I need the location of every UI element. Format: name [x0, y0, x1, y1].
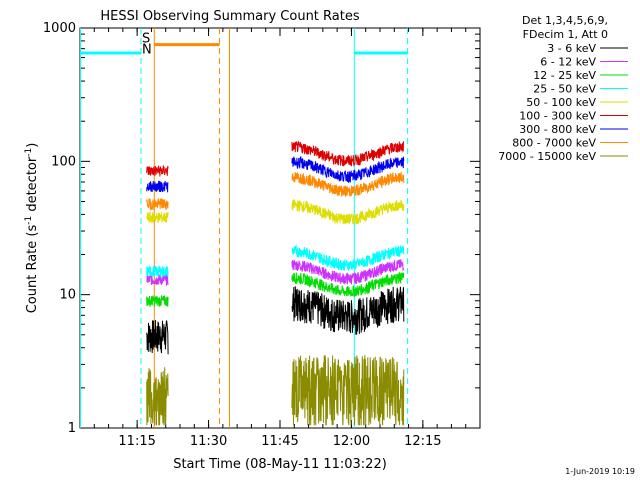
series-trace [146, 265, 169, 278]
series-trace [291, 286, 405, 335]
plot-frame [79, 27, 481, 429]
y-axis-title-part-3: ) [25, 143, 40, 148]
legend-label-5: 100 - 300 keV [519, 110, 596, 123]
series-trace [291, 171, 405, 197]
series-trace [291, 198, 405, 225]
legend-label-1: 6 - 12 keV [540, 56, 596, 69]
legend-label-0: 3 - 6 keV [547, 42, 596, 55]
y-tick-label-0: 1 [68, 421, 76, 436]
series-trace [291, 272, 405, 297]
x-tick-label-2: 11:45 [261, 434, 298, 449]
series-trace [146, 295, 169, 307]
y-axis-title-sup-1: -1 [24, 216, 34, 225]
legend-header-2: FDecim 1, Att 0 [523, 28, 608, 41]
series-trace [146, 180, 169, 193]
legend-label-8: 7000 - 15000 keV [498, 150, 596, 163]
x-tick-label-1: 11:30 [190, 434, 227, 449]
series-trace [291, 355, 405, 426]
s-marker-label: S [142, 32, 150, 47]
series-lines [146, 140, 405, 426]
legend-label-2: 12 - 25 keV [533, 69, 596, 82]
series-trace [291, 244, 405, 272]
legend-label-4: 50 - 100 keV [526, 96, 596, 109]
y-axis-title-part-1: Count Rate (s [25, 225, 40, 314]
series-trace [146, 211, 169, 224]
y-tick-label-2: 100 [51, 154, 76, 169]
y-axis-title-part-2: detector [25, 156, 40, 216]
y-axis-title-sup-2: -1 [24, 148, 34, 157]
y-axis-title: Count Rate (s-1 detector-1) [24, 143, 40, 314]
series-trace [146, 165, 169, 177]
series-trace [146, 319, 169, 355]
n-marker-label: N [142, 43, 152, 58]
series-trace [146, 197, 169, 210]
time-markers [79, 28, 409, 428]
series-trace [291, 155, 405, 184]
x-tick-label-4: 12:15 [404, 434, 441, 449]
x-tick-label-0: 11:15 [118, 434, 155, 449]
legend-header-1: Det 1,3,4,5,6,9, [522, 14, 608, 27]
axis-ticks: 11:15 11:30 11:45 12:00 12:15 1 10 100 1000 [43, 21, 481, 449]
y-tick-label-3: 1000 [43, 21, 76, 36]
chart-title: HESSI Observing Summary Count Rates [100, 9, 359, 24]
y-tick-label-1: 10 [59, 288, 76, 303]
x-tick-label-3: 12:00 [333, 434, 370, 449]
series-trace [146, 367, 169, 426]
legend-label-3: 25 - 50 keV [533, 83, 596, 96]
series-trace [291, 140, 405, 167]
legend-label-6: 300 - 800 keV [519, 123, 596, 136]
footer-date: 1-Jun-2019 10:19 [565, 467, 635, 476]
x-axis-title: Start Time (08-May-11 11:03:22) [173, 457, 387, 472]
legend-label-7: 800 - 7000 keV [512, 137, 596, 150]
series-trace [291, 259, 405, 286]
